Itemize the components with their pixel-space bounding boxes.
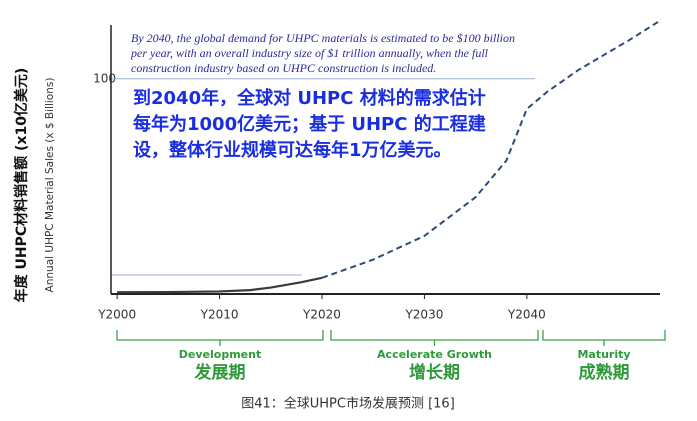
x-tick-label: Y2000 [97, 308, 136, 322]
y-axis-label-zh: 年度 UHPC材料销售额 (x10亿美元) [13, 68, 30, 303]
phase-bracket [116, 330, 324, 346]
phase-label-zh: 成熟期 [579, 362, 630, 383]
x-tick-label: Y2040 [507, 308, 546, 322]
annotation-zh: 每年为1000亿美元；基于 UHPC 的工程建 [133, 113, 486, 135]
phase-label-zh: 增长期 [409, 362, 460, 383]
phase-bracket [542, 330, 666, 346]
phase-bracket [330, 330, 539, 346]
phase-label-zh: 发展期 [194, 362, 246, 383]
data-line [321, 19, 661, 279]
caption: 图41：全球UHPC市场发展预测 [16] [241, 396, 455, 412]
data-line [117, 276, 323, 294]
phase-label: Development [179, 348, 261, 361]
annotation-zh: 到2040年，全球对 UHPC 材料的需求估计 [133, 87, 486, 109]
annotation-en: construction industry based on UHPC cons… [131, 61, 436, 75]
phase-label: Maturity [577, 348, 630, 361]
x-tick-label: Y2010 [200, 308, 239, 322]
annotation-en: By 2040, the global demand for UHPC mate… [131, 31, 515, 45]
annotation-en: per year, with an overall industry size … [130, 46, 489, 60]
y-axis-label-en: Annual UHPC Material Sales (x $ Billions… [44, 78, 56, 293]
phase-label: Accelerate Growth [377, 348, 492, 361]
annotation-zh: 设，整体行业规模可达每年1万亿美元。 [133, 139, 452, 161]
x-tick-label: Y2030 [404, 308, 443, 322]
x-tick-label: Y2020 [302, 308, 341, 322]
